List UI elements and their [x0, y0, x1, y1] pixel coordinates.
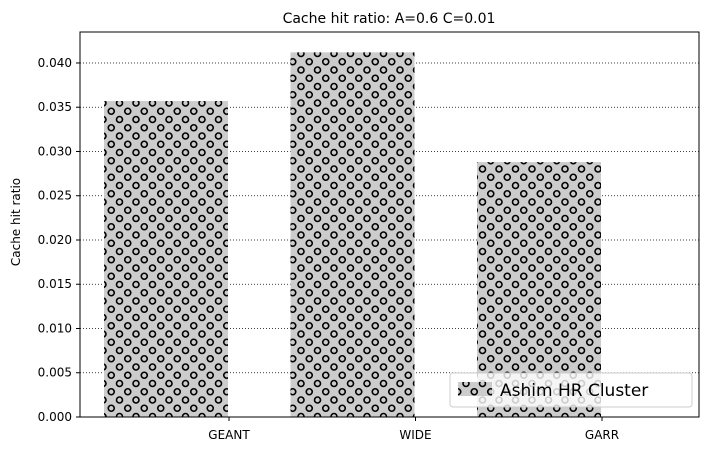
tick-labels: 0.000 0.005 0.010 0.015 0.020 0.025 0.030 0.035…: [38, 56, 619, 442]
y-tick-label: 0.015: [38, 277, 72, 291]
y-tick-label: 0.025: [38, 189, 72, 203]
y-tick-label: 0.040: [38, 56, 72, 70]
legend: Ashim HR Cluster: [449, 372, 693, 408]
plot-frame: [79, 31, 700, 418]
x-tick-label: WIDE: [399, 428, 431, 442]
bar-wide: [290, 52, 415, 417]
legend-swatch: [458, 382, 492, 396]
bars: [104, 52, 601, 417]
legend-label: Ashim HR Cluster: [500, 381, 648, 401]
y-tick-label: 0.010: [38, 321, 72, 335]
y-tick-label: 0.000: [38, 410, 72, 424]
x-tick-label: GARR: [585, 428, 619, 442]
y-tick-label: 0.005: [38, 366, 72, 380]
x-tick-label: GEANT: [208, 428, 250, 442]
y-tick-label: 0.020: [38, 233, 72, 247]
y-tick-label: 0.030: [38, 144, 72, 158]
y-tick-label: 0.035: [38, 100, 72, 114]
axes: [79, 31, 700, 418]
bar-geant: [104, 101, 228, 417]
legend-box: [449, 372, 693, 408]
chart-title: Cache hit ratio: A=0.6 C=0.01: [283, 11, 496, 27]
y-axis-label: Cache hit ratio: [9, 178, 23, 266]
